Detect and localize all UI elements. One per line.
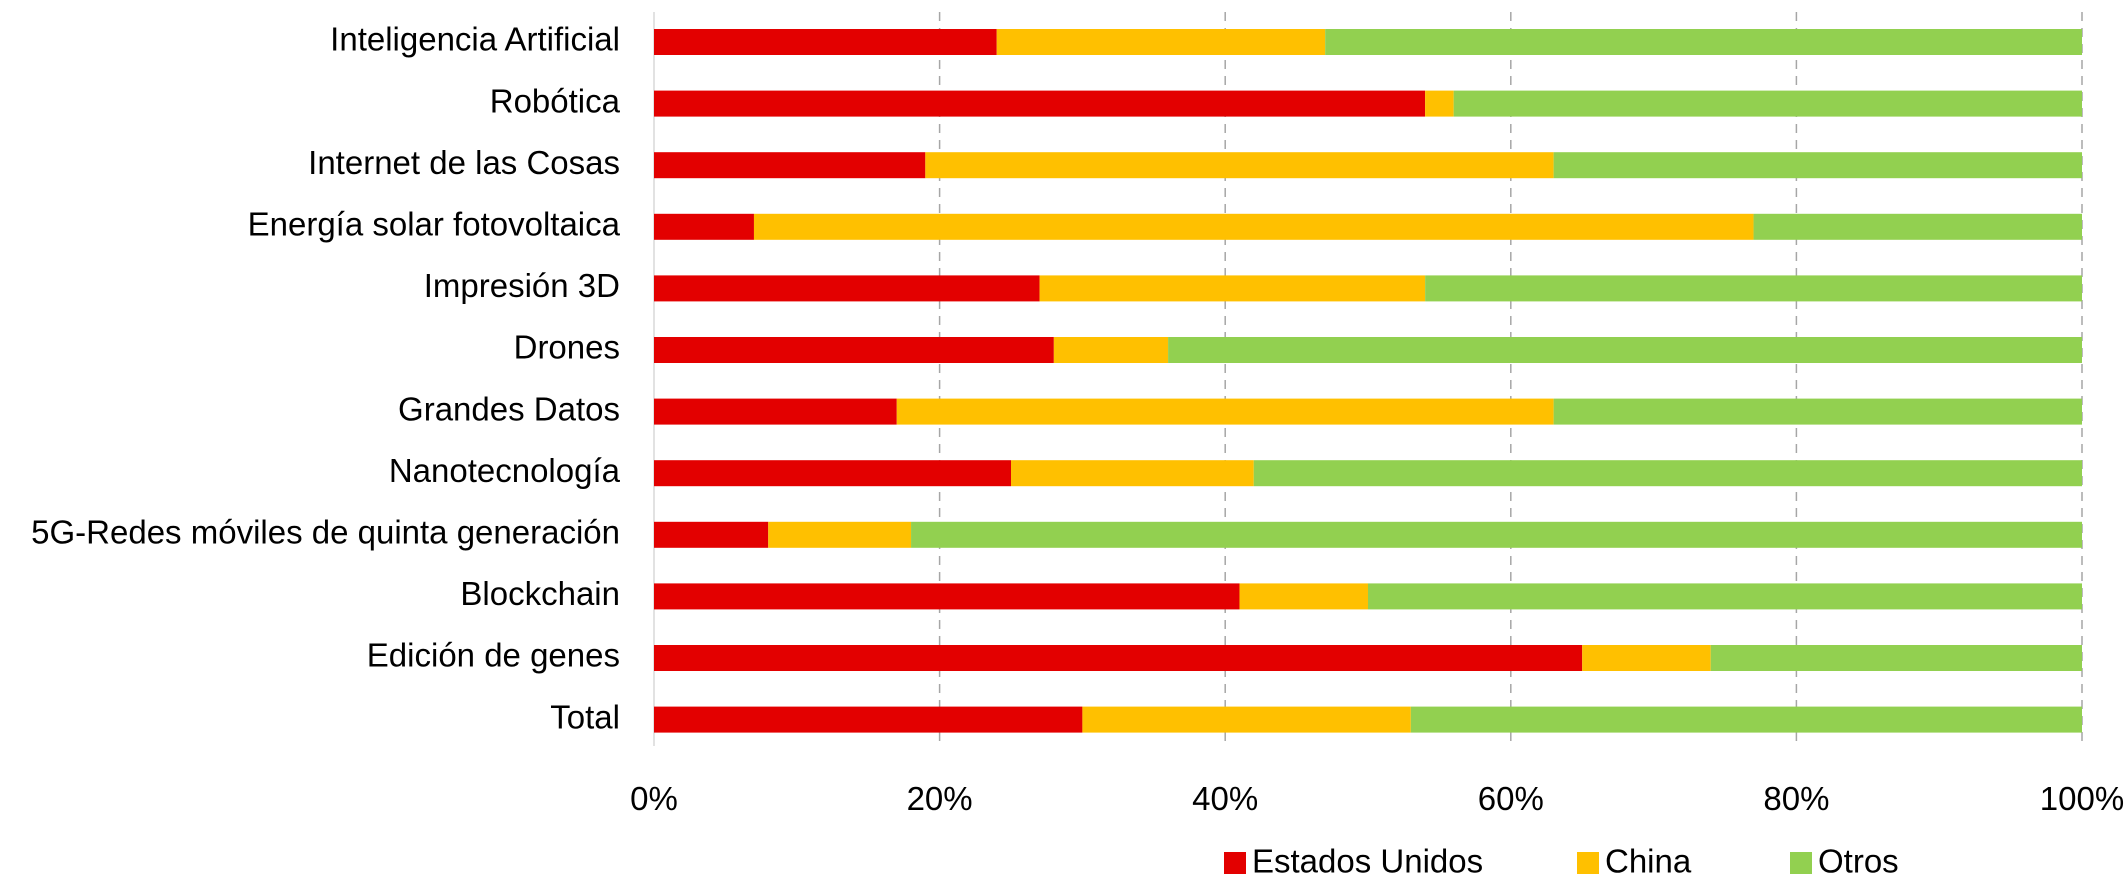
bar-segment-otros	[1168, 337, 2082, 363]
bar-segment-estados-unidos	[654, 645, 1583, 671]
category-label: Grandes Datos	[398, 390, 620, 427]
bar-segment-china	[896, 398, 1554, 425]
bar-segment-otros	[1368, 583, 2082, 610]
category-label: Blockchain	[460, 575, 620, 612]
category-label: Drones	[514, 329, 620, 366]
bar-segment-otros	[1553, 152, 2082, 179]
category-label: Nanotecnología	[389, 452, 621, 489]
x-tick-label: 20%	[907, 780, 973, 817]
bar-segment-estados-unidos	[654, 706, 1083, 733]
bar-segment-otros	[1253, 460, 2082, 487]
legend-swatch	[1790, 852, 1812, 874]
bar-segment-china	[1011, 460, 1254, 487]
bar-segment-otros	[1753, 213, 2082, 240]
category-label: Edición de genes	[367, 637, 620, 674]
bar-segment-china	[1082, 706, 1411, 733]
legend-swatch	[1577, 852, 1599, 874]
bar-segment-china	[1582, 645, 1711, 671]
legend-label: Estados Unidos	[1252, 843, 1483, 878]
bar-segment-estados-unidos	[654, 398, 897, 425]
bar-segment-estados-unidos	[654, 275, 1040, 302]
x-tick-label: 80%	[1763, 780, 1829, 817]
bar-segment-estados-unidos	[654, 213, 754, 240]
legend: Estados Unidos China Otros	[1224, 843, 1899, 878]
legend-swatch	[1224, 852, 1246, 874]
bar-segment-estados-unidos	[654, 460, 1011, 487]
bars	[654, 29, 2082, 733]
x-axis-tick-labels: 0% 20% 40% 60% 80% 100%	[630, 780, 2124, 817]
bar-segment-china	[1425, 90, 1454, 117]
bar-segment-china	[1039, 275, 1426, 302]
x-tick-label: 0%	[630, 780, 678, 817]
x-tick-label: 40%	[1192, 780, 1258, 817]
bar-segment-china	[925, 152, 1554, 179]
bar-segment-china	[996, 29, 1326, 55]
category-label: Energía solar fotovoltaica	[248, 206, 621, 243]
bar-segment-otros	[1410, 706, 2082, 733]
bar-segment-otros	[1453, 90, 2082, 117]
bar-segment-otros	[1425, 275, 2082, 302]
bar-segment-estados-unidos	[654, 90, 1426, 117]
bar-segment-china	[753, 213, 1754, 240]
category-label: Robótica	[490, 82, 621, 119]
bar-segment-china	[1053, 337, 1169, 363]
bar-segment-otros	[1710, 645, 2082, 671]
bar-segment-china	[1239, 583, 1368, 610]
bar-segment-china	[768, 521, 912, 548]
bar-segment-estados-unidos	[654, 583, 1240, 610]
bar-segment-estados-unidos	[654, 29, 997, 55]
bar-segment-estados-unidos	[654, 337, 1054, 363]
bar-segment-otros	[911, 521, 2082, 548]
category-label: Total	[550, 698, 620, 735]
gridlines	[653, 12, 2083, 746]
bar-segment-estados-unidos	[654, 152, 926, 179]
bar-segment-otros	[1325, 29, 2082, 55]
x-tick-label: 100%	[2040, 780, 2124, 817]
x-tick-label: 60%	[1478, 780, 1544, 817]
category-label: Internet de las Cosas	[308, 144, 620, 181]
category-label: Impresión 3D	[424, 267, 620, 304]
category-labels: Inteligencia Artificial Robótica Internet …	[31, 21, 620, 736]
legend-label: China	[1605, 843, 1692, 878]
legend-label: Otros	[1818, 843, 1899, 878]
category-label: 5G-Redes móviles de quinta generación	[31, 514, 620, 551]
bar-segment-estados-unidos	[654, 521, 769, 548]
category-label: Inteligencia Artificial	[330, 21, 620, 58]
bar-segment-otros	[1553, 398, 2082, 425]
